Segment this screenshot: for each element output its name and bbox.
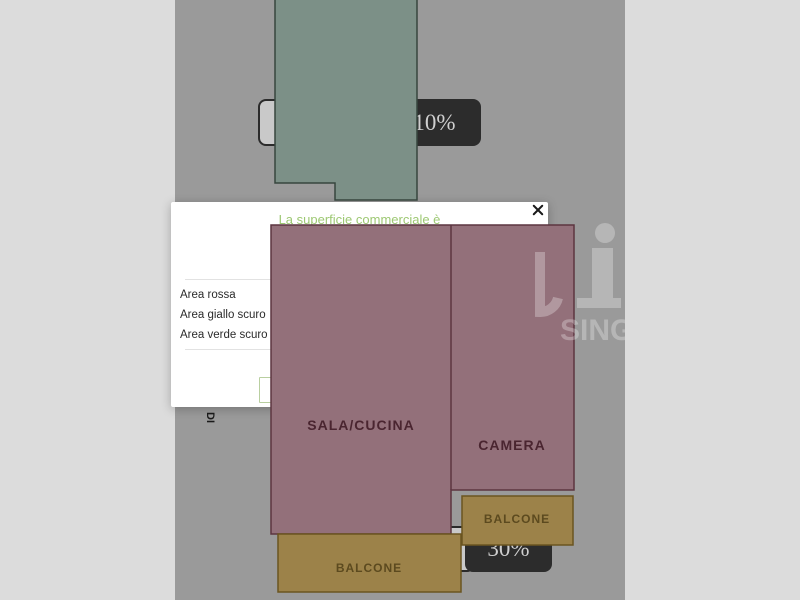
svg-text:BALCONE: BALCONE: [336, 561, 402, 575]
svg-text:SALA/CUCINA: SALA/CUCINA: [307, 417, 414, 433]
svg-text:CAMERA: CAMERA: [478, 437, 545, 453]
svg-text:SING: SING: [560, 314, 625, 347]
svg-text:DI: DI: [204, 412, 216, 423]
svg-text:BALCONE: BALCONE: [484, 512, 550, 526]
